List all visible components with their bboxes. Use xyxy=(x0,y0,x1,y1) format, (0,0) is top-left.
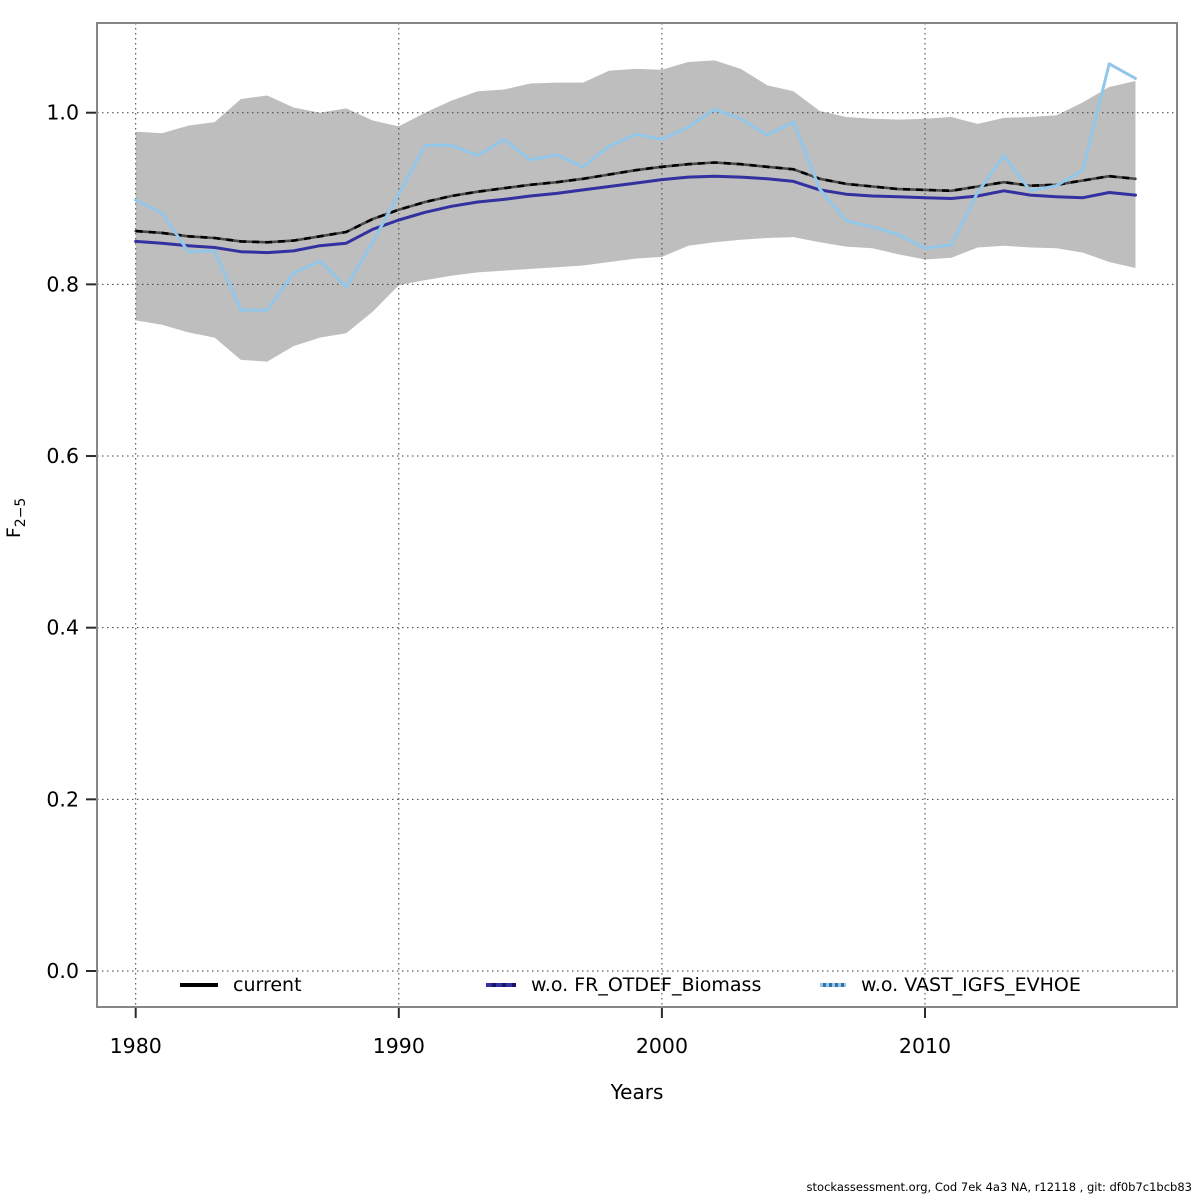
legend-line-sample-current xyxy=(180,983,218,987)
confidence-band xyxy=(135,60,1136,362)
legend-item-wo-fr-otdef-biomass: w.o. FR_OTDEF_Biomass xyxy=(486,972,761,998)
y-tick-label-1.0: 1.0 xyxy=(46,101,79,125)
legend-label: w.o. FR_OTDEF_Biomass xyxy=(531,974,762,996)
x-tick-label-1980: 1980 xyxy=(110,1034,162,1058)
y-tick-label-0.2: 0.2 xyxy=(46,787,79,811)
y-tick-label-0.4: 0.4 xyxy=(46,616,79,640)
y-axis-title-sub: 2−5 xyxy=(12,497,29,528)
x-tick-label-2000: 2000 xyxy=(636,1034,688,1058)
legend-item-current: current xyxy=(180,972,302,998)
x-axis-title: Years xyxy=(610,1080,664,1104)
x-tick-label-2010: 2010 xyxy=(899,1034,951,1058)
legend-label: w.o. VAST_IGFS_EVHOE xyxy=(861,974,1081,996)
y-axis-title: F2−5 xyxy=(3,466,29,570)
footer-caption: stockassessment.org, Cod 7ek 4a3 NA, r12… xyxy=(806,1180,1192,1194)
legend-line-sample-wo-fr-otdef-biomass xyxy=(486,983,516,987)
series-line-2 xyxy=(134,62,1137,312)
x-tick-label-1990: 1990 xyxy=(373,1034,425,1058)
legend-line-sample-wo-vast-igfs-evhoe xyxy=(820,983,846,987)
y-tick-label-0.0: 0.0 xyxy=(46,959,79,983)
y-tick-label-0.8: 0.8 xyxy=(46,272,79,296)
y-axis-title-main: F xyxy=(3,527,26,539)
series-line-1 xyxy=(134,174,1137,255)
legend-label: current xyxy=(233,974,302,996)
plot-border xyxy=(96,22,1178,1008)
y-tick-label-0.6: 0.6 xyxy=(46,444,79,468)
legend-item-wo-vast-igfs-evhoe: w.o. VAST_IGFS_EVHOE xyxy=(820,972,1081,998)
series-line-0-dash-overlay xyxy=(135,161,1136,244)
